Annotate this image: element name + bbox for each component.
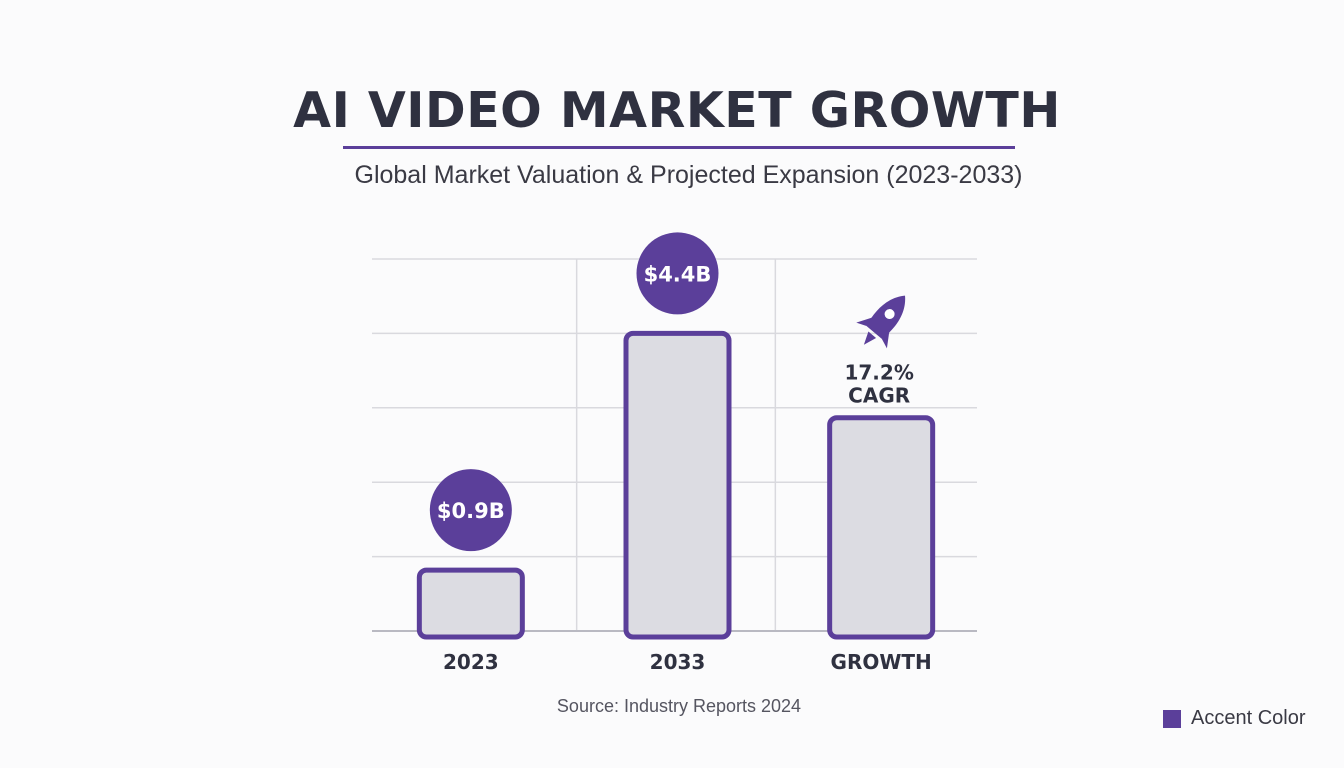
x-tick-labels: 2023 2033 GROWTH	[443, 650, 932, 674]
data-label: CAGR	[848, 384, 910, 408]
legend: Accent Color	[1163, 707, 1306, 730]
chart-title: AI VIDEO MARKET GROWTH	[293, 82, 1061, 139]
bar-growth	[827, 415, 936, 640]
bars	[416, 330, 936, 640]
chart-subtitle: Global Market Valuation & Projected Expa…	[354, 161, 1023, 189]
data-labels: $0.9B $4.4B 17.2%CAGR	[429, 232, 914, 552]
rocket-icon	[856, 295, 906, 349]
data-label: 17.2%	[844, 361, 913, 385]
bar-2023	[416, 567, 525, 640]
data-label-circle	[429, 469, 512, 552]
data-label: $4.4B	[644, 262, 712, 286]
data-label: $0.9B	[437, 499, 505, 523]
x-tick-label: 2023	[443, 650, 499, 674]
legend-swatch	[1163, 709, 1181, 728]
legend-label: Accent Color	[1191, 707, 1306, 729]
bar-2033	[623, 330, 732, 640]
data-label-circle	[636, 232, 719, 315]
source-note: Source: Industry Reports 2024	[556, 696, 802, 716]
x-tick-label: 2033	[650, 650, 706, 674]
title-underline	[343, 146, 1015, 149]
x-tick-label: GROWTH	[831, 650, 932, 674]
